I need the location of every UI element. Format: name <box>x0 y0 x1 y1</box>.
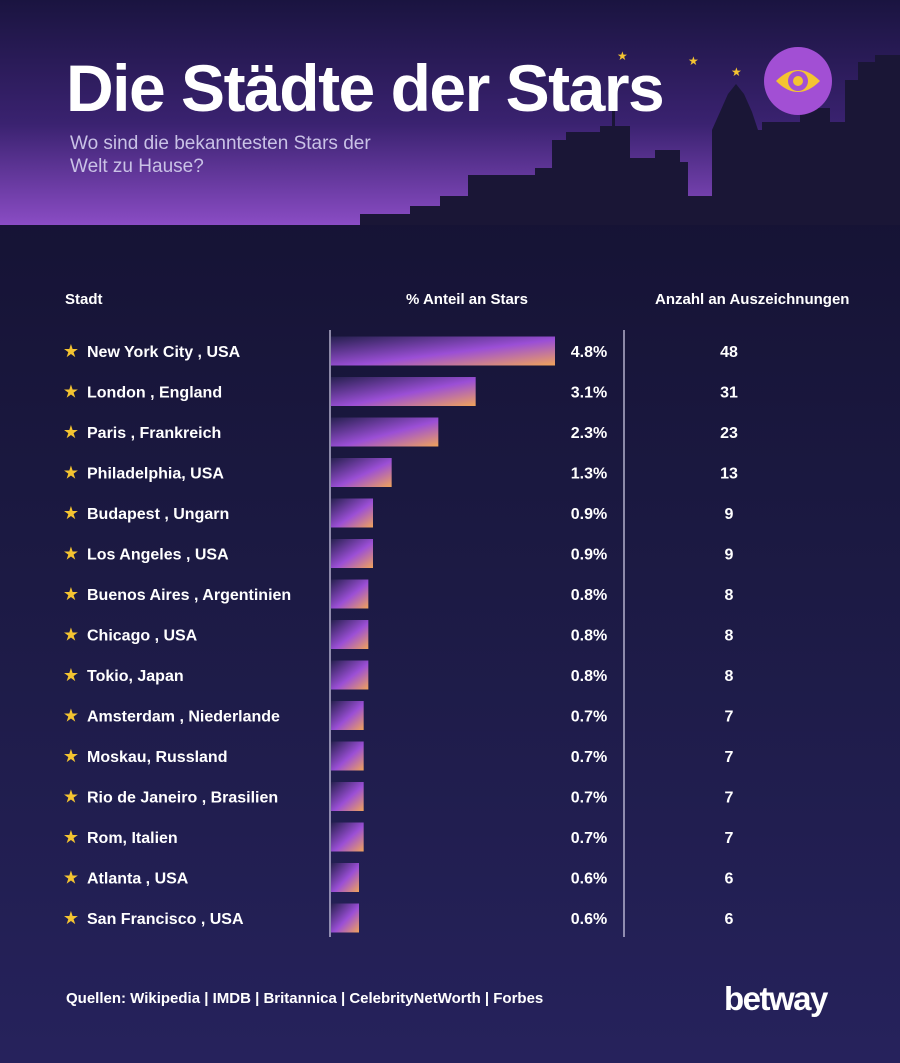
category-label: Chicago , USA <box>87 628 198 645</box>
category-label: Amsterdam , Niederlande <box>87 709 280 726</box>
awards-value: 8 <box>725 587 734 604</box>
awards-value: 9 <box>725 506 734 523</box>
value-label: 0.7% <box>571 709 607 726</box>
awards-value: 13 <box>720 466 738 483</box>
star-icon: ★ <box>63 584 79 605</box>
value-label: 0.7% <box>571 790 607 807</box>
value-label: 0.9% <box>571 506 607 523</box>
star-icon: ★ <box>63 463 79 484</box>
category-label: Los Angeles , USA <box>87 547 229 564</box>
star-icon: ★ <box>731 65 742 79</box>
awards-value: 48 <box>720 344 738 361</box>
star-icon: ★ <box>63 706 79 727</box>
star-icon: ★ <box>63 382 79 403</box>
bar <box>331 782 364 811</box>
bar <box>331 701 364 730</box>
bar <box>331 417 439 447</box>
star-icon: ★ <box>63 503 79 524</box>
sources-footer: Quellen: Wikipedia | IMDB | Britannica |… <box>66 990 544 1007</box>
bar <box>331 903 359 933</box>
star-icon: ★ <box>63 625 79 646</box>
value-label: 0.9% <box>571 547 607 564</box>
bar <box>331 741 364 771</box>
column-header-share: % Anteil an Stars <box>406 291 528 308</box>
bar <box>331 336 555 366</box>
category-label: London , England <box>87 385 222 402</box>
value-label: 0.8% <box>571 668 607 685</box>
city-skyline-illustration <box>360 55 900 225</box>
value-label: 0.8% <box>571 587 607 604</box>
awards-value: 7 <box>725 749 734 766</box>
star-icon: ★ <box>63 665 79 686</box>
star-icon: ★ <box>63 746 79 767</box>
category-label: Philadelphia, USA <box>87 466 224 483</box>
awards-value: 6 <box>725 911 734 928</box>
bar <box>331 498 373 528</box>
bar <box>331 620 369 649</box>
category-label: Paris , Frankreich <box>87 425 221 442</box>
column-header-awards: Anzahl an Auszeichnungen <box>655 291 850 308</box>
awards-value: 7 <box>725 790 734 807</box>
category-label: San Francisco , USA <box>87 911 244 928</box>
star-icon: ★ <box>617 49 628 63</box>
awards-value: 23 <box>720 425 738 442</box>
bar <box>331 458 392 487</box>
star-icon: ★ <box>63 787 79 808</box>
star-icon: ★ <box>63 422 79 443</box>
header-banner: Die Städte der Stars Wo sind die bekannt… <box>0 0 900 225</box>
category-label: Budapest , Ungarn <box>87 506 229 523</box>
category-label: Moskau, Russland <box>87 749 227 766</box>
star-icon: ★ <box>63 544 79 565</box>
value-label: 0.6% <box>571 871 607 888</box>
bar <box>331 539 373 568</box>
eye-icon <box>764 47 832 115</box>
bar <box>331 377 476 406</box>
star-icon: ★ <box>63 868 79 889</box>
awards-value: 7 <box>725 709 734 726</box>
star-icon: ★ <box>63 908 79 929</box>
column-header-city: Stadt <box>65 291 103 308</box>
value-label: 0.7% <box>571 830 607 847</box>
star-icon: ★ <box>63 827 79 848</box>
value-label: 0.6% <box>571 911 607 928</box>
category-label: Buenos Aires , Argentinien <box>87 587 291 604</box>
page-title: Die Städte der Stars <box>66 51 665 125</box>
star-icon: ★ <box>63 341 79 362</box>
awards-value: 31 <box>720 385 738 402</box>
value-label: 4.8% <box>571 344 607 361</box>
bar <box>331 579 369 609</box>
awards-value: 8 <box>725 628 734 645</box>
awards-value: 9 <box>725 547 734 564</box>
category-label: Tokio, Japan <box>87 668 184 685</box>
awards-value: 8 <box>725 668 734 685</box>
bar <box>331 863 359 892</box>
bar <box>331 660 369 690</box>
category-label: Rom, Italien <box>87 830 178 847</box>
awards-value: 6 <box>725 871 734 888</box>
category-label: Rio de Janeiro , Brasilien <box>87 790 278 807</box>
page-subtitle: Wo sind die bekanntesten Stars der Welt … <box>70 133 371 177</box>
awards-value: 7 <box>725 830 734 847</box>
value-label: 2.3% <box>571 425 607 442</box>
brand-logo: betway <box>724 980 828 1017</box>
star-icon: ★ <box>688 54 699 68</box>
bar <box>331 822 364 852</box>
value-label: 0.8% <box>571 628 607 645</box>
category-label: Atlanta , USA <box>87 871 189 888</box>
value-label: 3.1% <box>571 385 607 402</box>
category-label: New York City , USA <box>87 344 241 361</box>
value-label: 1.3% <box>571 466 607 483</box>
value-label: 0.7% <box>571 749 607 766</box>
